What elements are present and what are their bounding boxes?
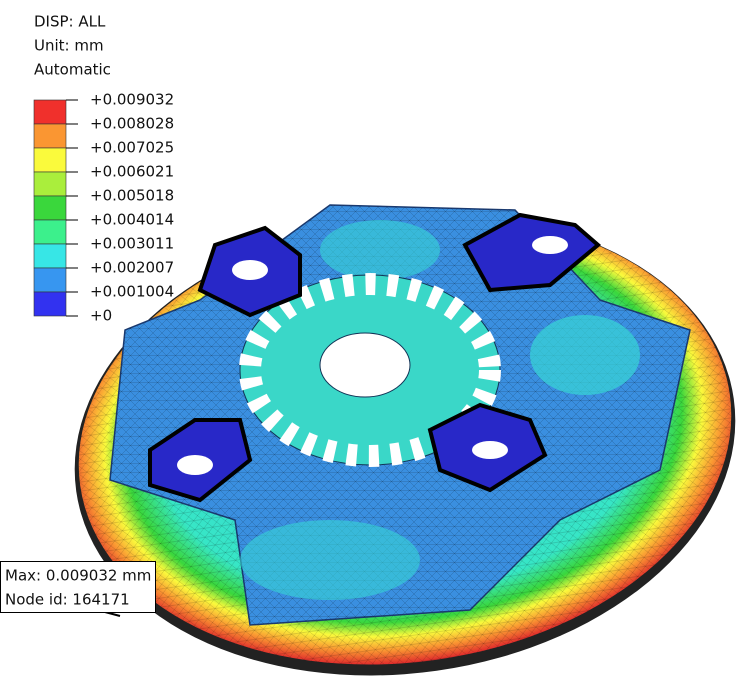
annotation-box [0,561,156,613]
legend-label: +0.002007 [90,259,174,277]
hub-hole [319,332,411,398]
hot-spot [530,315,640,395]
legend-label: +0.006021 [90,163,174,181]
header-line: Automatic [34,61,111,79]
hub-spokes [239,273,501,467]
legend-label: +0 [90,307,112,325]
legend: +0.009032 +0.008028 +0.007025 +0.006021 +0.0… [33,91,174,325]
legend-label: +0.001004 [90,283,174,301]
pad-hole [177,455,213,475]
hot-spot [320,220,440,280]
legend-label: +0.009032 [90,91,174,109]
pad-hole [232,260,268,280]
header-line: DISP: ALL [34,13,106,31]
legend-label: +0.004014 [90,211,174,229]
color-band [33,123,67,149]
color-band [33,243,67,269]
pad [462,212,602,293]
color-band [33,291,67,317]
color-band [33,147,67,173]
annotation-line: Max: 0.009032 mm [5,567,151,585]
header: DISP: ALL Unit: mm Automatic [34,13,111,79]
color-band [33,219,67,245]
color-band [33,99,67,125]
legend-label: +0.007025 [90,139,174,157]
legend-label: +0.008028 [90,115,174,133]
hot-spot [240,520,420,600]
legend-label: +0.005018 [90,187,174,205]
color-band [33,267,67,293]
color-band [33,195,67,221]
color-band [33,171,67,197]
annotation: Max: 0.009032 mm Node id: 164171 [0,561,156,617]
fea-model [74,204,736,676]
header-line: Unit: mm [34,37,104,55]
annotation-line: Node id: 164171 [5,591,130,609]
pad-hole [472,441,508,459]
legend-label: +0.003011 [90,235,174,253]
pad-hole [532,236,568,254]
